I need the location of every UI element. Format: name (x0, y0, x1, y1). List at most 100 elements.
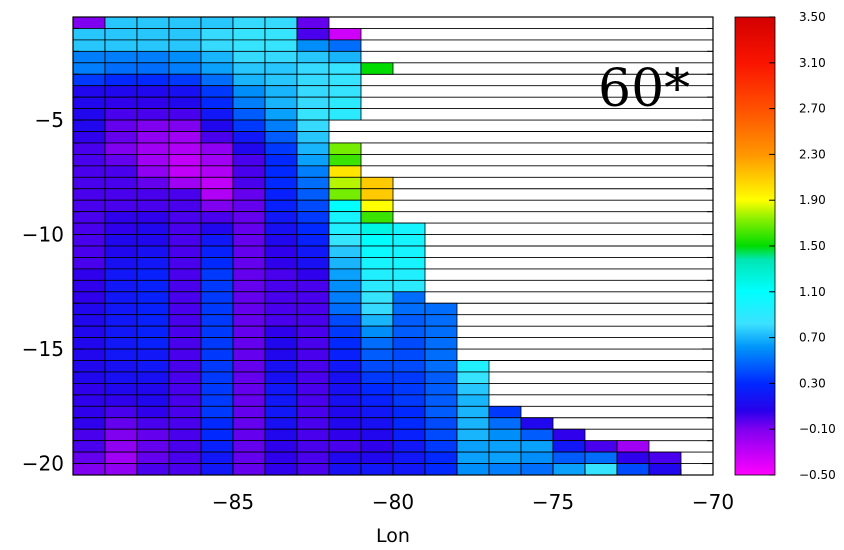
heatmap-cell (328, 451, 362, 464)
heatmap-cell (392, 234, 426, 247)
heatmap-cell (168, 188, 202, 201)
heatmap-cell (200, 451, 234, 464)
heatmap-cell (168, 142, 202, 155)
heatmap-cell (456, 417, 490, 430)
heatmap-cell (200, 440, 234, 453)
heatmap-cell (72, 153, 106, 167)
heatmap-cell (168, 176, 202, 190)
heatmap-cell (200, 417, 234, 430)
heatmap-cell (552, 428, 586, 442)
heatmap-cell (232, 222, 266, 235)
heatmap-cell (328, 28, 362, 41)
heatmap-cell (72, 188, 106, 201)
heatmap-cell (360, 417, 394, 430)
heatmap-cell (328, 39, 362, 52)
heatmap-cell (328, 279, 362, 293)
heatmap-cell (104, 131, 138, 144)
heatmap-cell (328, 142, 362, 155)
heatmap-cell (168, 131, 202, 144)
heatmap-cell (232, 85, 266, 98)
heatmap-cell (72, 50, 106, 64)
heatmap-cell (104, 360, 138, 373)
heatmap-cell (296, 245, 330, 258)
heatmap-cell (136, 176, 170, 190)
heatmap-cell (72, 428, 106, 442)
heatmap-cell (72, 440, 106, 453)
heatmap-cell (168, 268, 202, 281)
heatmap-cell (72, 463, 106, 476)
heatmap-cell (200, 16, 234, 29)
heatmap-cell (296, 360, 330, 373)
heatmap-cell (200, 222, 234, 235)
heatmap-cell (456, 371, 490, 384)
heatmap-cell (328, 417, 362, 430)
heatmap-cell (392, 382, 426, 396)
heatmap-cell (72, 371, 106, 384)
heatmap-cell (104, 73, 138, 87)
heatmap-cell (264, 325, 298, 338)
heatmap-cell (232, 405, 266, 419)
y-tick-label: −15 (22, 337, 64, 361)
heatmap-cell (104, 348, 138, 361)
colorbar (734, 16, 776, 476)
heatmap-cell (360, 337, 394, 350)
heatmap-cell (232, 440, 266, 453)
heatmap-cell (424, 417, 458, 430)
x-tick-label: −85 (212, 490, 254, 514)
heatmap-cell (136, 451, 170, 464)
heatmap-cell (232, 245, 266, 258)
heatmap-cell (232, 62, 266, 75)
heatmap-cell (424, 405, 458, 419)
heatmap-cell (232, 451, 266, 464)
heatmap-cell (264, 119, 298, 132)
heatmap-cell (264, 39, 298, 52)
heatmap-cell (584, 451, 618, 464)
heatmap-cell (360, 234, 394, 247)
heatmap-cell (72, 131, 106, 144)
heatmap-cell (200, 382, 234, 396)
heatmap-cell (72, 142, 106, 155)
heatmap-cell (200, 302, 234, 316)
heatmap-cell (232, 463, 266, 476)
heatmap-cell (328, 62, 362, 75)
heatmap-cell (72, 96, 106, 110)
heatmap-cell (456, 451, 490, 464)
heatmap-cell (104, 314, 138, 327)
heatmap-cell (104, 234, 138, 247)
heatmap-cell (328, 50, 362, 64)
plot-annotation: 60* (598, 59, 690, 119)
heatmap-cell (264, 245, 298, 258)
heatmap-cell (72, 405, 106, 419)
heatmap-cell (392, 257, 426, 270)
heatmap-cell (392, 440, 426, 453)
heatmap-cell (328, 85, 362, 98)
heatmap-cell (264, 440, 298, 453)
heatmap-cell (232, 96, 266, 110)
heatmap-cell (136, 291, 170, 304)
heatmap-cell (168, 222, 202, 235)
heatmap-cell (232, 165, 266, 178)
heatmap-cell (392, 291, 426, 304)
heatmap-cell (424, 360, 458, 373)
heatmap-cell (360, 428, 394, 442)
heatmap-cell (392, 405, 426, 419)
heatmap-cell (200, 153, 234, 167)
heatmap-cell (392, 325, 426, 338)
colorbar-tick-label: 2.70 (799, 102, 826, 116)
heatmap-cell (328, 302, 362, 316)
heatmap-cell (104, 222, 138, 235)
heatmap-cell (328, 268, 362, 281)
heatmap-cell (104, 440, 138, 453)
heatmap-cell (168, 108, 202, 121)
heatmap-cell (72, 222, 106, 235)
heatmap-cell (136, 417, 170, 430)
heatmap-cell (200, 428, 234, 442)
heatmap-cell (296, 211, 330, 224)
heatmap-cell (136, 314, 170, 327)
heatmap-cell (104, 85, 138, 98)
heatmap-cell (168, 16, 202, 29)
x-tick-label: −80 (372, 490, 414, 514)
heatmap-cell (232, 108, 266, 121)
heatmap-cell (200, 28, 234, 41)
